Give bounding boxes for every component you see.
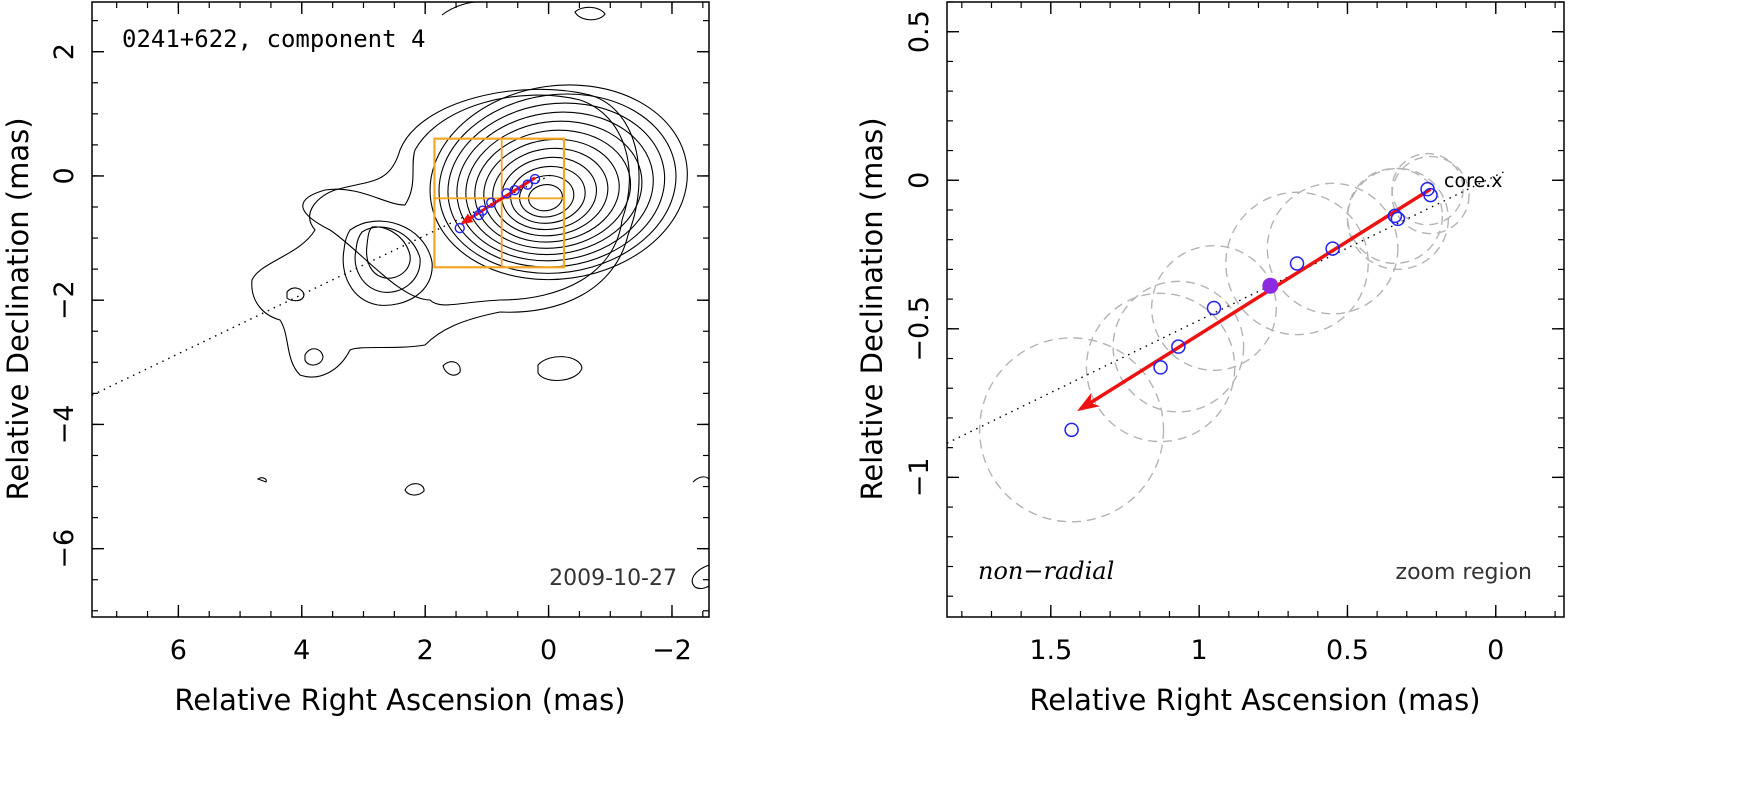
left-y-tick-label: −4 xyxy=(49,405,80,445)
epoch-date: 2009-10-27 xyxy=(549,566,677,591)
noise-contour xyxy=(286,287,305,302)
left-plot-frame xyxy=(91,1,710,618)
component-size-circle xyxy=(1150,245,1277,372)
mean-position-marker xyxy=(1262,277,1279,294)
component-size-circle xyxy=(1346,167,1444,265)
zoom-region-label: zoom region xyxy=(1396,560,1532,585)
component-size-circle xyxy=(1085,292,1236,443)
component-position xyxy=(1387,208,1403,224)
left-axis-ticks: 6 4 2 0 −2 2 0 −2 −4 −6 xyxy=(49,2,709,666)
size-circles xyxy=(978,152,1470,523)
contour-level xyxy=(342,220,433,306)
component-positions-zoom xyxy=(1064,181,1438,438)
component-positions xyxy=(454,173,541,234)
left-x-tick-label: 4 xyxy=(293,635,310,666)
contour-map xyxy=(251,84,688,378)
component-position xyxy=(1423,187,1438,203)
component-size-circle xyxy=(1391,155,1470,235)
left-y-tick-label: 2 xyxy=(49,43,80,60)
right-x-tick-label: 1 xyxy=(1191,635,1208,666)
contour-level xyxy=(519,174,575,218)
contour-level xyxy=(447,102,666,268)
motion-type-label: non−radial xyxy=(978,557,1114,585)
left-y-tick-label: 0 xyxy=(49,167,80,184)
zoom-box-outline xyxy=(433,137,566,269)
component-position xyxy=(1064,422,1079,438)
noise-contour xyxy=(692,476,709,483)
contour-level xyxy=(465,120,643,256)
contour-level xyxy=(456,111,654,262)
right-y-tick-label: −0.5 xyxy=(904,296,935,362)
component-position xyxy=(1289,256,1305,271)
left-y-tick-label: −6 xyxy=(49,529,80,569)
right-panel: 1.5 1 0.5 0 0.5 0 −0.5 −1 core.x non−radial zoo… xyxy=(855,1,1565,717)
right-x-axis-label: Relative Right Ascension (mas) xyxy=(1029,683,1480,717)
jet-axis-line xyxy=(92,174,552,396)
right-x-tick-label: 0 xyxy=(1487,635,1504,666)
left-y-tick-label: −2 xyxy=(49,280,80,320)
contour-level xyxy=(251,88,640,378)
noise-contour xyxy=(256,477,267,483)
component-position xyxy=(485,197,497,208)
component-size-circle xyxy=(978,337,1165,523)
noise-contour xyxy=(441,2,479,16)
right-plot-frame xyxy=(946,1,1565,618)
component-size-circle xyxy=(1225,191,1369,336)
source-title: 0241+622, component 4 xyxy=(122,25,425,53)
component-size-circle xyxy=(1266,182,1399,315)
left-x-tick-label: 0 xyxy=(540,635,557,666)
contour-level xyxy=(492,147,609,237)
component-size-circle xyxy=(1112,280,1245,413)
left-y-axis-label: Relative Declination (mas) xyxy=(1,117,35,500)
left-panel: 6 4 2 0 −2 2 0 −2 −4 −6 0241+622, component 4 200… xyxy=(1,1,710,717)
noise-contour xyxy=(404,483,425,496)
component-position xyxy=(454,222,465,234)
noise-contour xyxy=(442,361,461,376)
noise-contour xyxy=(691,564,709,590)
component-position xyxy=(522,179,533,190)
right-y-tick-label: −1 xyxy=(904,457,935,497)
contour-level xyxy=(429,84,688,281)
right-axis-ticks: 1.5 1 0.5 0 0.5 0 −0.5 −1 xyxy=(904,1,1564,666)
left-x-tick-label: −2 xyxy=(652,635,692,666)
component-position xyxy=(1325,241,1340,256)
contour-level xyxy=(510,165,586,224)
left-x-tick-label: 6 xyxy=(170,635,187,666)
component-position xyxy=(1171,339,1186,354)
contour-level xyxy=(302,94,630,306)
noise-contours xyxy=(256,2,709,590)
component-size-circle xyxy=(1346,167,1450,271)
component-position xyxy=(1206,300,1222,316)
noise-contour xyxy=(574,6,606,21)
component-position xyxy=(473,209,485,221)
contour-level xyxy=(354,226,421,293)
component-position xyxy=(1153,360,1168,375)
left-x-axis-label: Relative Right Ascension (mas) xyxy=(174,683,625,717)
noise-contour xyxy=(304,348,324,366)
component-position xyxy=(1390,211,1406,227)
right-x-tick-label: 0.5 xyxy=(1326,635,1369,666)
right-y-tick-label: 0.5 xyxy=(904,10,935,53)
right-x-tick-label: 1.5 xyxy=(1029,635,1072,666)
zoom-box xyxy=(433,137,566,269)
component-position xyxy=(529,173,541,185)
right-y-tick-label: 0 xyxy=(904,172,935,189)
motion-vector-zoom xyxy=(1077,187,1432,412)
contour-level xyxy=(528,184,563,212)
right-y-axis-label: Relative Declination (mas) xyxy=(855,117,889,500)
motion-vector xyxy=(460,176,536,225)
contour-level xyxy=(483,138,620,243)
left-x-tick-label: 2 xyxy=(417,635,434,666)
core-label: core.x xyxy=(1444,170,1502,192)
component-position xyxy=(501,188,512,199)
noise-contour xyxy=(537,356,583,381)
contour-level xyxy=(366,226,411,279)
